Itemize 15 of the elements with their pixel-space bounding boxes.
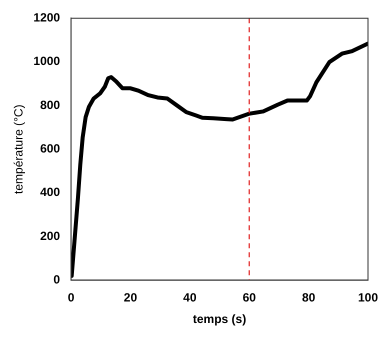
x-tick-label: 40 bbox=[183, 290, 197, 305]
y-tick-label: 0 bbox=[53, 272, 60, 287]
y-tick-label: 1200 bbox=[33, 10, 60, 25]
y-tick-label: 400 bbox=[40, 185, 60, 200]
x-axis-title: temps (s) bbox=[192, 312, 246, 326]
x-tick-label: 80 bbox=[302, 290, 316, 305]
x-tick-label: 0 bbox=[68, 290, 75, 305]
x-tick-label: 60 bbox=[242, 290, 256, 305]
y-tick-label: 600 bbox=[40, 142, 60, 156]
x-tick-label: 100 bbox=[358, 290, 378, 305]
y-tick-label: 800 bbox=[40, 98, 60, 112]
x-tick-label: 20 bbox=[124, 290, 138, 305]
y-tick-label: 200 bbox=[40, 228, 60, 243]
y-axis-title: température (°C) bbox=[12, 104, 26, 194]
y-tick-label: 1000 bbox=[33, 54, 60, 68]
